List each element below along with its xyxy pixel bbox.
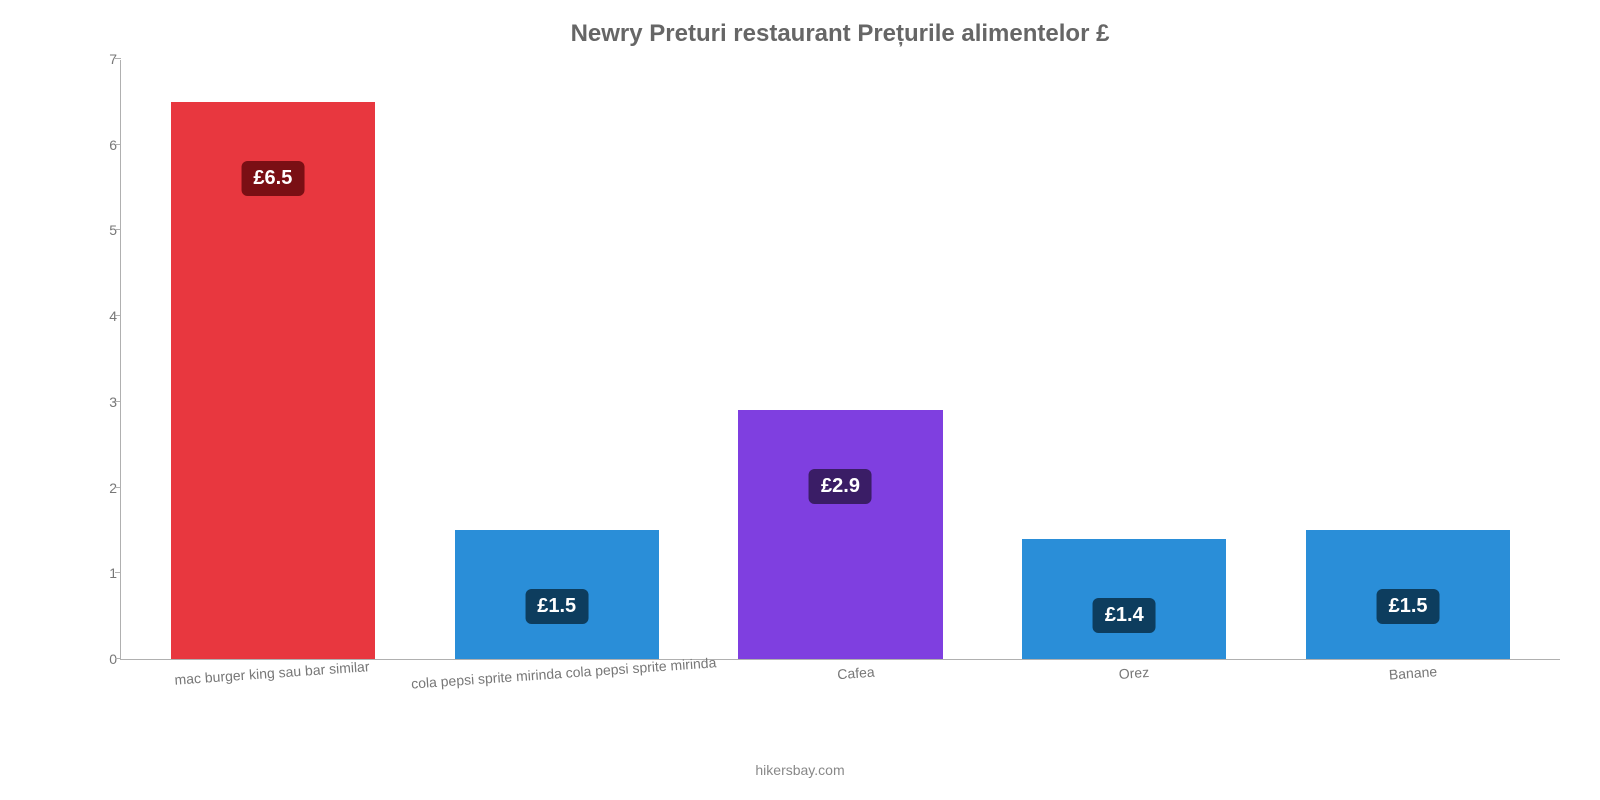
- x-tick-label: Cafea: [717, 655, 996, 690]
- plot-area: £6.5 £1.5 £2.9 £1.4 £1.5 mac burger king sau…: [120, 60, 1560, 660]
- y-tick-label: 2: [81, 480, 117, 496]
- y-tick-label: 1: [81, 565, 117, 581]
- bar: £6.5: [171, 102, 375, 659]
- chart-title: Newry Preturi restaurant Prețurile alime…: [120, 20, 1560, 48]
- x-axis: mac burger king sau bar similarcola peps…: [121, 647, 1560, 663]
- y-tick-mark: [115, 229, 121, 230]
- y-tick-mark: [115, 144, 121, 145]
- bar-slot: £1.5: [1266, 530, 1550, 659]
- y-tick-mark: [115, 658, 121, 659]
- bar-value-label: £1.4: [1093, 598, 1156, 633]
- bar: £1.5: [455, 530, 659, 659]
- x-tick-label: Banane: [1273, 655, 1552, 690]
- y-tick-label: 0: [81, 651, 117, 667]
- bar-slot: £1.5: [415, 530, 699, 659]
- bar: £1.5: [1306, 530, 1510, 659]
- chart-container: Newry Preturi restaurant Prețurile alime…: [0, 0, 1600, 800]
- bar: £2.9: [738, 410, 942, 659]
- y-tick-label: 7: [81, 51, 117, 67]
- bar-slot: £1.4: [982, 539, 1266, 659]
- y-tick-mark: [115, 487, 121, 488]
- y-tick-label: 3: [81, 394, 117, 410]
- x-tick-label: Orez: [995, 655, 1274, 690]
- chart-footer: hikersbay.com: [0, 762, 1600, 778]
- x-tick-label: cola pepsi sprite mirinda cola pepsi spr…: [411, 654, 717, 691]
- y-tick-mark: [115, 315, 121, 316]
- bar-slot: £2.9: [699, 410, 983, 659]
- bar-slot: £6.5: [131, 102, 415, 659]
- bar-value-label: £2.9: [809, 469, 872, 504]
- bar-value-label: £6.5: [241, 161, 304, 196]
- y-tick-label: 5: [81, 222, 117, 238]
- bar-value-label: £1.5: [1377, 589, 1440, 624]
- y-tick-label: 4: [81, 308, 117, 324]
- bar: £1.4: [1022, 539, 1226, 659]
- x-tick-label: mac burger king sau bar similar: [133, 655, 412, 690]
- y-tick-mark: [115, 401, 121, 402]
- y-tick-mark: [115, 572, 121, 573]
- bar-value-label: £1.5: [525, 589, 588, 624]
- y-tick-mark: [115, 58, 121, 59]
- bars-group: £6.5 £1.5 £2.9 £1.4 £1.5: [121, 60, 1560, 659]
- y-tick-label: 6: [81, 137, 117, 153]
